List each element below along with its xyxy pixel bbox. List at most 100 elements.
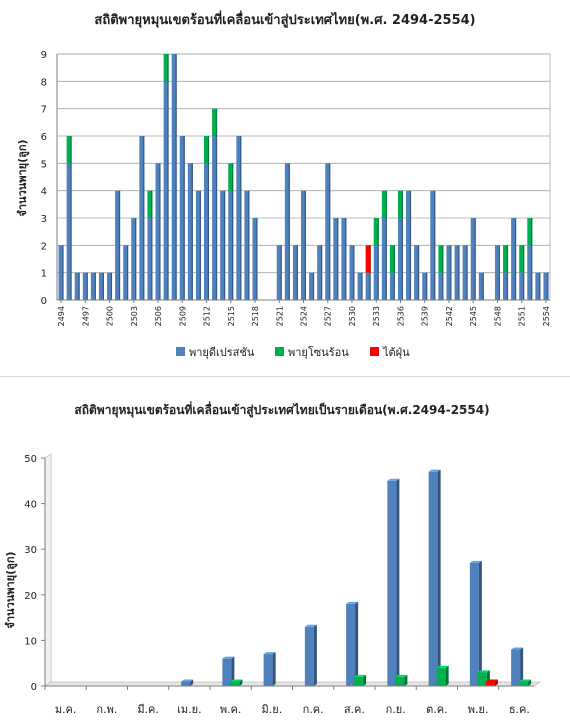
chart1-x-tick-label: 2518 [251,306,260,326]
chart1-x-tick-label: 2515 [227,306,236,326]
chart2-3d-frame [43,453,542,687]
chart1-bar-segment [187,163,193,300]
chart1-bar-shade [62,245,64,300]
chart2-x-tick-label: เม.ย. [177,703,201,716]
chart2-bar-side [478,560,482,686]
chart2-title: สถิติพายุหมุนเขตร้อนที่เคลื่อนเข้าสู่ประ… [74,401,489,418]
chart1-bar-segment [325,163,331,300]
chart1-y-tick-label: 6 [41,132,47,143]
chart1-bar-shade [442,245,444,273]
chart1-bar-segment [519,272,525,300]
chart2-bar-side [363,674,367,686]
chart1-bar-shade [127,245,129,300]
chart1-bar-segment [115,190,121,300]
chart1-bar-shade [143,136,145,300]
chart1-bar-shade [458,245,460,300]
chart1-bar-segment [147,190,153,218]
chart1-bar-shade [159,163,161,300]
chart1-bar-segment [381,218,387,300]
chart2-bar [346,603,356,686]
chart1-bar-shade [70,163,72,300]
chart2-x-tick-label: พ.ย. [468,703,489,716]
chart1-bar-segment [82,272,88,300]
chart1-bar-segment [284,163,290,300]
chart1-bar-segment [397,218,403,300]
chart1-bar-segment [333,218,339,300]
chart1-bar-shade [110,272,113,300]
chart1-x-tick-label: 2527 [324,306,333,326]
chart2-back-wall [44,453,52,687]
chart2-bar-side [494,679,498,686]
chart2-floor [43,681,542,687]
chart2-y-tick-label: 40 [24,500,37,511]
chart1-x-tick-label: 2554 [542,306,551,326]
chart1-bar-shade [531,245,533,300]
chart2-bar-side [313,624,317,686]
chart2-bar-top [477,670,490,673]
chart2-bar [263,654,273,686]
chart2-bar-top [436,665,449,668]
chart1-x-tick-label: 2494 [57,306,66,326]
chart1-bar-segment [503,272,509,300]
chart1-bar-shade [207,136,210,164]
chart2-bar [395,676,405,686]
chart1-bar-segment [422,272,428,300]
chart1-x-tick-label: 2530 [348,306,357,326]
chart1-bar-shade [86,272,88,300]
chart1-bar-shade [369,272,371,300]
chart1-bar-segment [438,245,444,273]
chart1-bar-segment [276,245,282,300]
chart1-bar-shade [312,272,315,300]
chart1-bar-shade [280,245,282,300]
chart1-y-tick-label: 1 [41,269,47,280]
chart2-bar-top [469,560,482,563]
chart2-bar-side [239,679,243,686]
chart1-legend-swatch [370,347,379,356]
chart1-bar-shade [94,272,96,300]
chart1-bar-segment [236,136,242,300]
chart1-bar-shade [385,218,387,300]
chart1-y-tick-label: 0 [41,296,47,307]
chart1-y-tick-label: 4 [41,187,47,198]
chart2-bar [230,681,240,686]
chart1-bar-segment [252,218,258,300]
chart1-bar-segment [139,136,145,300]
chart1-bar-shade [401,218,403,300]
chart2-bar-top [511,647,524,650]
chart2-y-tick-label: 30 [24,545,37,556]
chart1-bar-shade [70,136,72,164]
chart1-legend-label: พายุดีเปรสชัน [189,346,255,359]
chart1-bar-shade [506,245,509,273]
chart1-bar-segment [309,272,315,300]
chart1-bar-shade [167,81,169,300]
chart2-bar-side [520,647,524,686]
chart1-bar-shade [223,190,226,300]
chart2-bar [511,649,521,686]
chart2-bar-side [445,665,449,686]
chart1-x-tick-label: 2500 [106,306,115,326]
chart1-bar-shade [434,190,436,300]
chart2-bar-top [230,679,243,682]
chart2-y-tick-label: 10 [24,636,37,647]
chart1-x-tick-label: 2524 [300,306,309,326]
chart1-bar-shade [377,218,379,246]
chart1-y-tick-label: 8 [41,77,47,88]
chart1-bar-segment [446,245,452,300]
chart1-bar-segment [317,245,323,300]
chart1-bar-segment [66,163,72,300]
chart1-bar-shade [102,272,104,300]
chart1-bar-shade [531,218,533,246]
chart1-bar-shade [240,136,242,300]
chart1-bar-shade [320,245,323,300]
chart1-bar-shade [409,190,412,300]
chart1-bar-shade [296,245,298,300]
chart1-bar-segment [228,190,234,300]
chart1-bar-shade [207,163,210,300]
chart1-bar-shade [345,218,347,300]
chart1-bar-shade [256,218,258,300]
chart2-bar-side [396,478,400,686]
chart1-bar-segment [58,245,64,300]
chart1-bar-segment [163,54,169,82]
chart1-bar-shade [183,136,185,300]
chart1-bar-segment [494,245,500,300]
